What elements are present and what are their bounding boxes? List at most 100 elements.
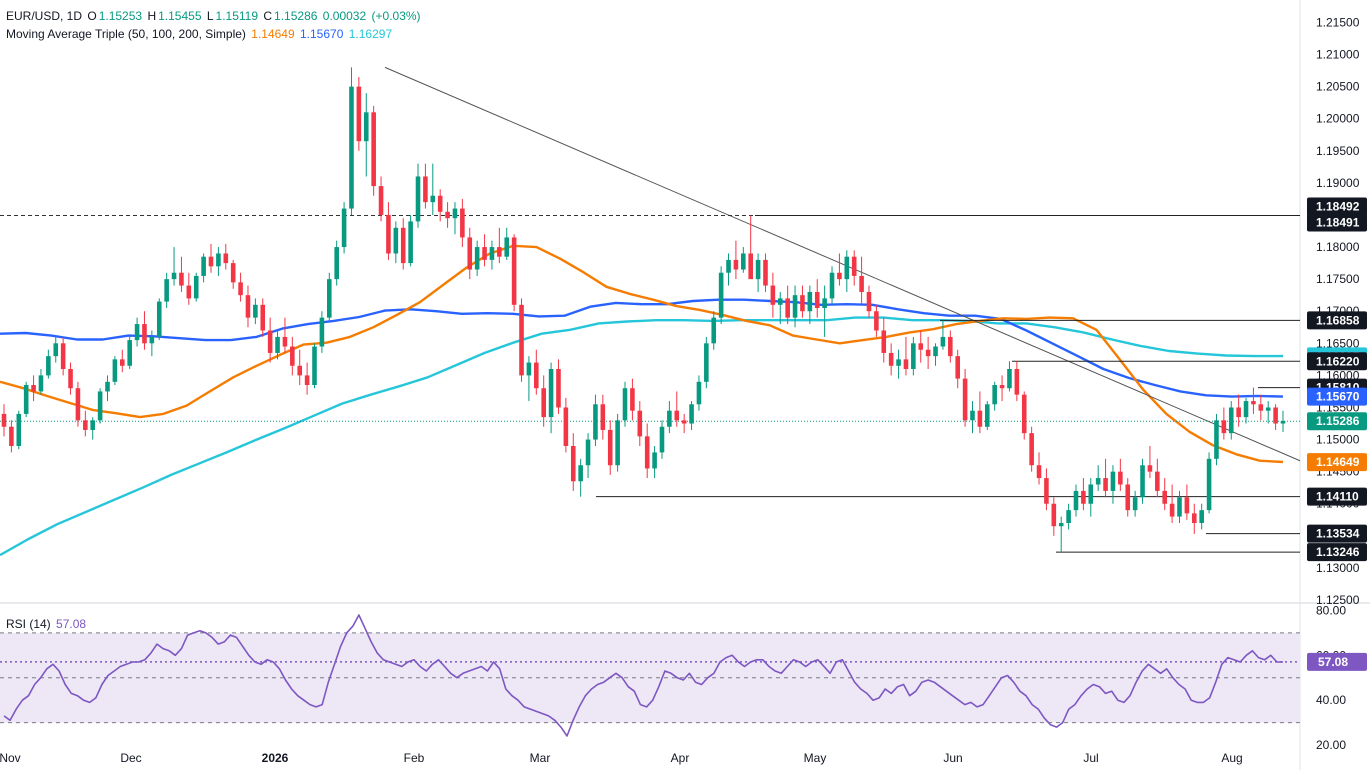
candle-body bbox=[859, 275, 864, 292]
open-key: O bbox=[87, 9, 97, 23]
candle-body bbox=[1258, 404, 1264, 411]
price-badge-label: 1.13246 bbox=[1316, 545, 1360, 559]
candle-body bbox=[755, 259, 761, 280]
candle-body bbox=[1214, 420, 1219, 459]
candle-body bbox=[659, 426, 665, 453]
candle-body bbox=[467, 237, 473, 270]
candle-body bbox=[1243, 401, 1249, 418]
x-tick-label: Apr bbox=[671, 751, 690, 765]
candle-body bbox=[83, 420, 88, 430]
candle-body bbox=[260, 304, 266, 331]
candle-body bbox=[349, 86, 354, 209]
candle-body bbox=[1, 413, 7, 427]
price-badge bbox=[1307, 543, 1367, 562]
symbol-label: EUR/USD, 1D bbox=[6, 9, 83, 23]
rsi-tick-label: 40.00 bbox=[1316, 693, 1346, 707]
x-tick-label: Nov bbox=[0, 751, 21, 765]
ma100-line bbox=[0, 298, 1284, 398]
candle-body bbox=[556, 368, 561, 408]
close-key: C bbox=[263, 9, 273, 23]
candle-body bbox=[97, 391, 103, 421]
price-badge-label: 1.13534 bbox=[1316, 527, 1360, 541]
candle-body bbox=[90, 420, 96, 430]
candle-body bbox=[593, 404, 598, 440]
price-badge bbox=[1307, 412, 1367, 431]
candle-body bbox=[75, 388, 81, 421]
candle-body bbox=[119, 359, 125, 366]
candle-body bbox=[711, 317, 717, 344]
candle-body bbox=[866, 291, 872, 312]
candle-body bbox=[600, 404, 606, 430]
candle-body bbox=[1081, 490, 1086, 504]
candle-body bbox=[704, 343, 709, 382]
candle-body bbox=[570, 445, 576, 482]
ma200-value: 1.16297 bbox=[348, 27, 393, 41]
candle-body bbox=[312, 346, 317, 386]
candle-body bbox=[482, 247, 487, 260]
candle-body bbox=[881, 330, 887, 353]
candle-body bbox=[105, 381, 110, 392]
x-tick-label: Jul bbox=[1083, 751, 1098, 765]
rsi-badge-label: 57.08 bbox=[1318, 655, 1348, 669]
candle-body bbox=[1169, 503, 1175, 517]
candle-body bbox=[548, 368, 554, 418]
candle-body bbox=[637, 410, 643, 437]
price-tick-label: 1.21500 bbox=[1316, 15, 1360, 29]
candle-body bbox=[918, 343, 924, 350]
candle-body bbox=[578, 465, 583, 482]
candle-body bbox=[1051, 503, 1057, 527]
candle-body bbox=[112, 359, 118, 382]
price-badge bbox=[1307, 311, 1367, 330]
candle-body bbox=[681, 420, 687, 424]
x-tick-label: Jun bbox=[943, 751, 962, 765]
candle-body bbox=[9, 426, 14, 446]
candle-body bbox=[53, 343, 59, 357]
price-badge-label: 1.18491 bbox=[1316, 216, 1360, 230]
candle-body bbox=[378, 186, 384, 215]
price-badge bbox=[1307, 213, 1367, 232]
candle-body bbox=[1265, 407, 1271, 411]
candle-body bbox=[504, 237, 510, 257]
price-tick-label: 1.18000 bbox=[1316, 240, 1360, 254]
candle-body bbox=[1029, 433, 1034, 466]
candle-body bbox=[792, 295, 798, 318]
candle-body bbox=[1251, 401, 1256, 405]
candle-body bbox=[1118, 471, 1123, 485]
price-tick-label: 1.21000 bbox=[1316, 48, 1360, 62]
candle-body bbox=[186, 285, 192, 299]
candle-body bbox=[748, 253, 753, 280]
price-badge-label: 1.15286 bbox=[1316, 414, 1360, 428]
candle-body bbox=[297, 365, 303, 376]
ma100-value: 1.15670 bbox=[300, 27, 344, 41]
candle-body bbox=[1014, 368, 1020, 395]
candle-body bbox=[437, 195, 443, 212]
candle-body bbox=[68, 368, 73, 389]
candle-body bbox=[363, 112, 369, 142]
rsi-line bbox=[3, 614, 1283, 737]
candle-body bbox=[999, 385, 1005, 389]
candle-body bbox=[1058, 522, 1064, 527]
candle-body bbox=[238, 282, 243, 296]
candle-body bbox=[156, 301, 162, 337]
candle-body bbox=[474, 247, 480, 270]
price-tick-label: 1.13000 bbox=[1316, 561, 1360, 575]
candle-body bbox=[948, 336, 953, 357]
high-value: 1.15455 bbox=[158, 9, 202, 23]
price-badge-label: 1.18492 bbox=[1316, 199, 1360, 213]
candle-body bbox=[208, 256, 214, 267]
candle-body bbox=[393, 227, 399, 254]
candle-body bbox=[1103, 478, 1108, 491]
price-tick-label: 1.19000 bbox=[1316, 176, 1360, 190]
rsi-value: 57.08 bbox=[56, 617, 87, 631]
candle-body bbox=[718, 272, 724, 318]
candle-body bbox=[1140, 465, 1145, 498]
candle-body bbox=[253, 304, 258, 318]
price-badge-label: 1.14110 bbox=[1316, 490, 1359, 504]
price-badge bbox=[1307, 197, 1367, 216]
close-value: 1.15286 bbox=[274, 9, 318, 23]
candle-body bbox=[408, 221, 413, 264]
candle-body bbox=[526, 362, 532, 376]
ma-title: Moving Average Triple (50, 100, 200, Sim… bbox=[6, 27, 246, 41]
